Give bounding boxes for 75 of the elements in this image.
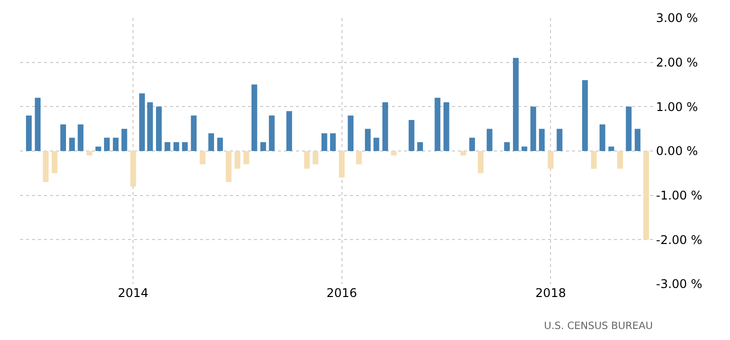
bar xyxy=(364,128,371,151)
bar xyxy=(217,138,223,151)
bar xyxy=(338,151,345,178)
bar xyxy=(356,151,362,164)
y-tick-label: 3.00 % xyxy=(656,11,698,26)
y-tick-label: 0.00 % xyxy=(656,144,698,158)
bar xyxy=(504,142,510,151)
y-tick-label: -2.00 % xyxy=(656,232,702,247)
bar xyxy=(643,151,649,240)
bar xyxy=(164,142,170,151)
bar xyxy=(156,106,162,151)
bar xyxy=(600,124,606,151)
bar xyxy=(268,116,275,151)
x-tick-label: 2018 xyxy=(535,286,566,300)
bar xyxy=(251,84,258,151)
x-tick-label: 2016 xyxy=(326,286,358,300)
bar xyxy=(208,133,214,151)
bar xyxy=(304,151,310,169)
x-tick-label: 2014 xyxy=(118,286,148,300)
bar xyxy=(538,128,545,151)
bar xyxy=(486,128,492,151)
bar xyxy=(130,151,136,186)
bar xyxy=(190,116,197,151)
bar xyxy=(522,146,528,151)
bar xyxy=(121,128,128,151)
bar xyxy=(182,142,188,151)
bar xyxy=(78,124,84,151)
bar xyxy=(330,133,336,151)
bar xyxy=(69,138,75,151)
bar xyxy=(26,116,32,151)
bar xyxy=(434,98,440,151)
bar xyxy=(382,102,388,151)
y-tick-label: -3.00 % xyxy=(656,277,702,292)
bar xyxy=(582,80,588,151)
bar xyxy=(60,124,66,151)
bar xyxy=(286,111,292,151)
y-tick-label: 1.00 % xyxy=(656,100,698,114)
bar xyxy=(86,151,92,156)
y-tick-label: 2.00 % xyxy=(656,56,698,70)
bar xyxy=(112,138,119,151)
bar xyxy=(556,128,562,151)
bar xyxy=(460,151,466,156)
bar xyxy=(34,98,41,151)
bar xyxy=(312,151,318,164)
bar xyxy=(417,142,423,151)
bar xyxy=(147,102,153,151)
bar xyxy=(548,151,554,169)
bar xyxy=(469,138,475,151)
bar xyxy=(408,120,414,151)
bar xyxy=(512,58,519,151)
bar xyxy=(590,151,597,169)
bar xyxy=(234,151,240,169)
bar xyxy=(390,151,397,156)
bar xyxy=(634,128,640,151)
bar xyxy=(444,102,450,151)
bar xyxy=(530,106,536,151)
bar xyxy=(173,142,180,151)
bar xyxy=(226,151,232,182)
bar xyxy=(104,138,110,151)
bar xyxy=(322,133,328,151)
bar xyxy=(200,151,206,164)
bar xyxy=(95,146,102,151)
bar xyxy=(374,138,380,151)
bar xyxy=(608,146,614,151)
y-tick-label: -1.00 % xyxy=(656,188,702,203)
bar xyxy=(42,151,49,182)
bar xyxy=(139,93,145,151)
bar xyxy=(52,151,58,174)
bar xyxy=(617,151,623,169)
bar xyxy=(626,106,632,151)
bar xyxy=(478,151,484,174)
bar xyxy=(348,116,354,151)
bar xyxy=(243,151,250,164)
bar xyxy=(260,142,266,151)
text: U.S. CENSUS BUREAU xyxy=(544,321,653,332)
